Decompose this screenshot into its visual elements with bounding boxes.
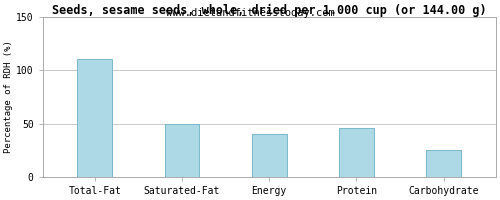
Bar (426, 150, 461, 177)
Bar (164, 124, 200, 177)
Bar (252, 134, 286, 177)
Bar (339, 128, 374, 177)
Y-axis label: Percentage of RDH (%): Percentage of RDH (%) (4, 41, 13, 153)
Title: Seeds, sesame seeds, whole, dried per 1.000 cup (or 144.00 g): Seeds, sesame seeds, whole, dried per 1.… (52, 4, 486, 17)
Text: www.dietandfitnesstoday.com: www.dietandfitnesstoday.com (166, 8, 334, 18)
Bar (78, 59, 112, 177)
